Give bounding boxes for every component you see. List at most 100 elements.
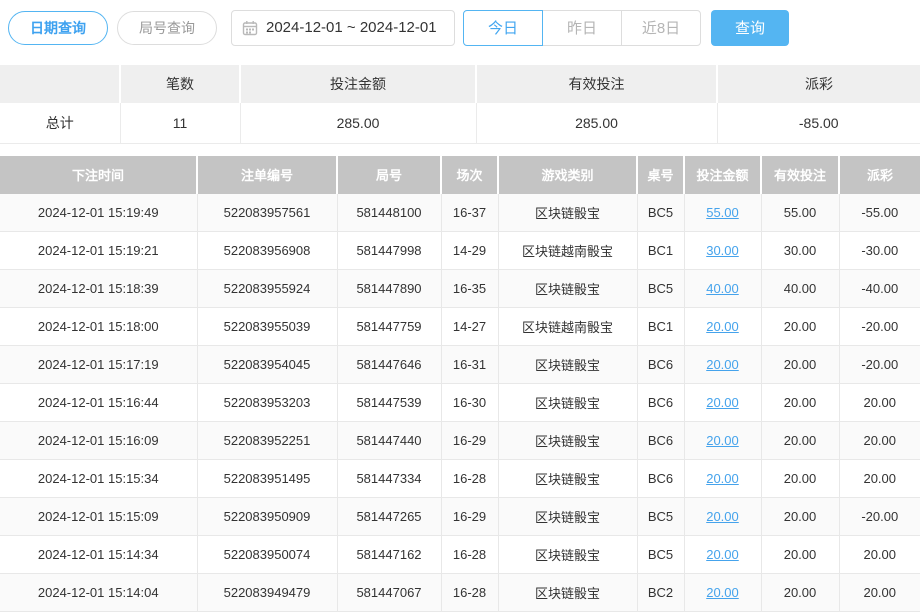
cell-payout: -40.00 <box>839 269 920 308</box>
table-row: 2024-12-01 15:16:44 522083953203 581447539… <box>0 383 920 422</box>
cell-game-type: 区块链骰宝 <box>498 459 638 498</box>
cell-order-id: 522083956908 <box>197 231 338 270</box>
cell-bet-time: 2024-12-01 15:15:34 <box>0 459 198 498</box>
bet-amount-link[interactable]: 55.00 <box>706 204 739 220</box>
summary-header-row: 笔数 投注金额 有效投注 派彩 <box>0 65 920 103</box>
cell-bet-time: 2024-12-01 15:16:44 <box>0 383 198 422</box>
cell-valid-bet: 20.00 <box>761 345 840 384</box>
grid-body: 2024-12-01 15:19:49 522083957561 581448100… <box>0 193 920 612</box>
cell-payout: 20.00 <box>839 383 920 422</box>
table-row: 2024-12-01 15:15:09 522083950909 581447265… <box>0 497 920 536</box>
bet-amount-link[interactable]: 20.00 <box>706 433 739 448</box>
cell-payout: 20.00 <box>839 459 920 498</box>
cell-round-id: 581447998 <box>337 231 442 270</box>
date-range-value: 2024-12-01 ~ 2024-12-01 <box>266 19 437 36</box>
toolbar: 日期查询 局号查询 2024-12-01 ~ 2024-12-01 今日 昨日 … <box>0 0 920 48</box>
cell-table-id: BC5 <box>637 193 685 232</box>
bet-amount-link[interactable]: 20.00 <box>706 395 739 410</box>
summary-count-value: 11 <box>120 103 241 144</box>
cell-bet-amount: 30.00 <box>684 231 762 270</box>
table-row: 2024-12-01 15:18:00 522083955039 581447759… <box>0 307 920 346</box>
cell-table-id: BC5 <box>637 497 685 536</box>
table-row: 2024-12-01 15:15:34 522083951495 581447334… <box>0 459 920 498</box>
date-query-tab[interactable]: 日期查询 <box>8 10 108 45</box>
cell-game-type: 区块链骰宝 <box>498 573 638 612</box>
cell-session: 16-30 <box>441 383 499 422</box>
bet-amount-link[interactable]: 30.00 <box>706 243 739 258</box>
filter-yesterday[interactable]: 昨日 <box>542 9 622 46</box>
cell-order-id: 522083955039 <box>197 307 338 346</box>
cell-round-id: 581447162 <box>337 535 442 574</box>
col-header-valid-bet: 有效投注 <box>761 155 840 194</box>
grid-header-row: 下注时间 注单编号 局号 场次 游戏类别 桌号 投注金额 有效投注 派彩 <box>0 155 920 194</box>
cell-round-id: 581447334 <box>337 459 442 498</box>
cell-order-id: 522083955924 <box>197 269 338 308</box>
summary-bet-amount-value: 285.00 <box>240 103 477 144</box>
bet-amount-link[interactable]: 20.00 <box>706 509 739 524</box>
cell-order-id: 522083950074 <box>197 535 338 574</box>
cell-table-id: BC1 <box>637 231 685 270</box>
filter-last-8-days[interactable]: 近8日 <box>621 9 701 46</box>
cell-payout: -30.00 <box>839 231 920 270</box>
summary-header-payout: 派彩 <box>717 65 920 103</box>
cell-payout: -20.00 <box>839 497 920 536</box>
date-range-input[interactable]: 2024-12-01 ~ 2024-12-01 <box>231 9 455 46</box>
filter-today[interactable]: 今日 <box>463 9 543 46</box>
bet-amount-link[interactable]: 20.00 <box>706 471 739 486</box>
summary-total-label: 总计 <box>0 103 121 144</box>
cell-game-type: 区块链越南骰宝 <box>498 231 638 270</box>
table-row: 2024-12-01 15:17:19 522083954045 581447646… <box>0 345 920 384</box>
cell-table-id: BC5 <box>637 269 685 308</box>
summary-table: 笔数 投注金额 有效投注 派彩 总计 11 285.00 285.00 -85.… <box>0 65 920 144</box>
cell-round-id: 581447759 <box>337 307 442 346</box>
cell-game-type: 区块链骰宝 <box>498 497 638 536</box>
cell-valid-bet: 20.00 <box>761 459 840 498</box>
cell-table-id: BC6 <box>637 345 685 384</box>
round-query-tab[interactable]: 局号查询 <box>117 10 217 45</box>
col-header-order-id: 注单编号 <box>197 155 338 194</box>
bet-amount-link[interactable]: 20.00 <box>706 357 739 372</box>
bet-amount-link[interactable]: 40.00 <box>706 281 739 296</box>
cell-session: 16-28 <box>441 535 499 574</box>
calendar-icon <box>242 20 258 36</box>
cell-session: 14-29 <box>441 231 499 270</box>
cell-bet-amount: 40.00 <box>684 269 762 308</box>
cell-valid-bet: 20.00 <box>761 307 840 346</box>
cell-round-id: 581448100 <box>337 193 442 232</box>
cell-bet-time: 2024-12-01 15:14:34 <box>0 535 198 574</box>
cell-table-id: BC2 <box>637 573 685 612</box>
cell-bet-time: 2024-12-01 15:18:00 <box>0 307 198 346</box>
table-row: 2024-12-01 15:16:09 522083952251 581447440… <box>0 421 920 460</box>
cell-table-id: BC5 <box>637 535 685 574</box>
cell-bet-time: 2024-12-01 15:18:39 <box>0 269 198 308</box>
cell-bet-amount: 20.00 <box>684 307 762 346</box>
summary-header-valid-bet: 有效投注 <box>476 65 718 103</box>
cell-game-type: 区块链越南骰宝 <box>498 307 638 346</box>
summary-header-bet-amount: 投注金额 <box>240 65 477 103</box>
cell-session: 16-37 <box>441 193 499 232</box>
bet-amount-link[interactable]: 20.00 <box>706 547 739 562</box>
cell-bet-amount: 20.00 <box>684 383 762 422</box>
cell-payout: 20.00 <box>839 535 920 574</box>
search-button[interactable]: 查询 <box>711 9 789 46</box>
summary-total-row: 总计 11 285.00 285.00 -85.00 <box>0 103 920 144</box>
cell-bet-time: 2024-12-01 15:17:19 <box>0 345 198 384</box>
cell-bet-time: 2024-12-01 15:14:04 <box>0 573 198 612</box>
cell-game-type: 区块链骰宝 <box>498 269 638 308</box>
cell-game-type: 区块链骰宝 <box>498 193 638 232</box>
cell-valid-bet: 40.00 <box>761 269 840 308</box>
cell-session: 14-27 <box>441 307 499 346</box>
cell-valid-bet: 20.00 <box>761 535 840 574</box>
cell-bet-amount: 20.00 <box>684 535 762 574</box>
cell-table-id: BC1 <box>637 307 685 346</box>
cell-order-id: 522083951495 <box>197 459 338 498</box>
table-row: 2024-12-01 15:19:49 522083957561 581448100… <box>0 193 920 232</box>
cell-valid-bet: 55.00 <box>761 193 840 232</box>
cell-table-id: BC6 <box>637 459 685 498</box>
cell-valid-bet: 20.00 <box>761 383 840 422</box>
bet-amount-link[interactable]: 20.00 <box>706 319 739 334</box>
cell-bet-time: 2024-12-01 15:19:21 <box>0 231 198 270</box>
cell-round-id: 581447440 <box>337 421 442 460</box>
cell-payout: 20.00 <box>839 573 920 612</box>
bet-amount-link[interactable]: 20.00 <box>706 585 739 600</box>
